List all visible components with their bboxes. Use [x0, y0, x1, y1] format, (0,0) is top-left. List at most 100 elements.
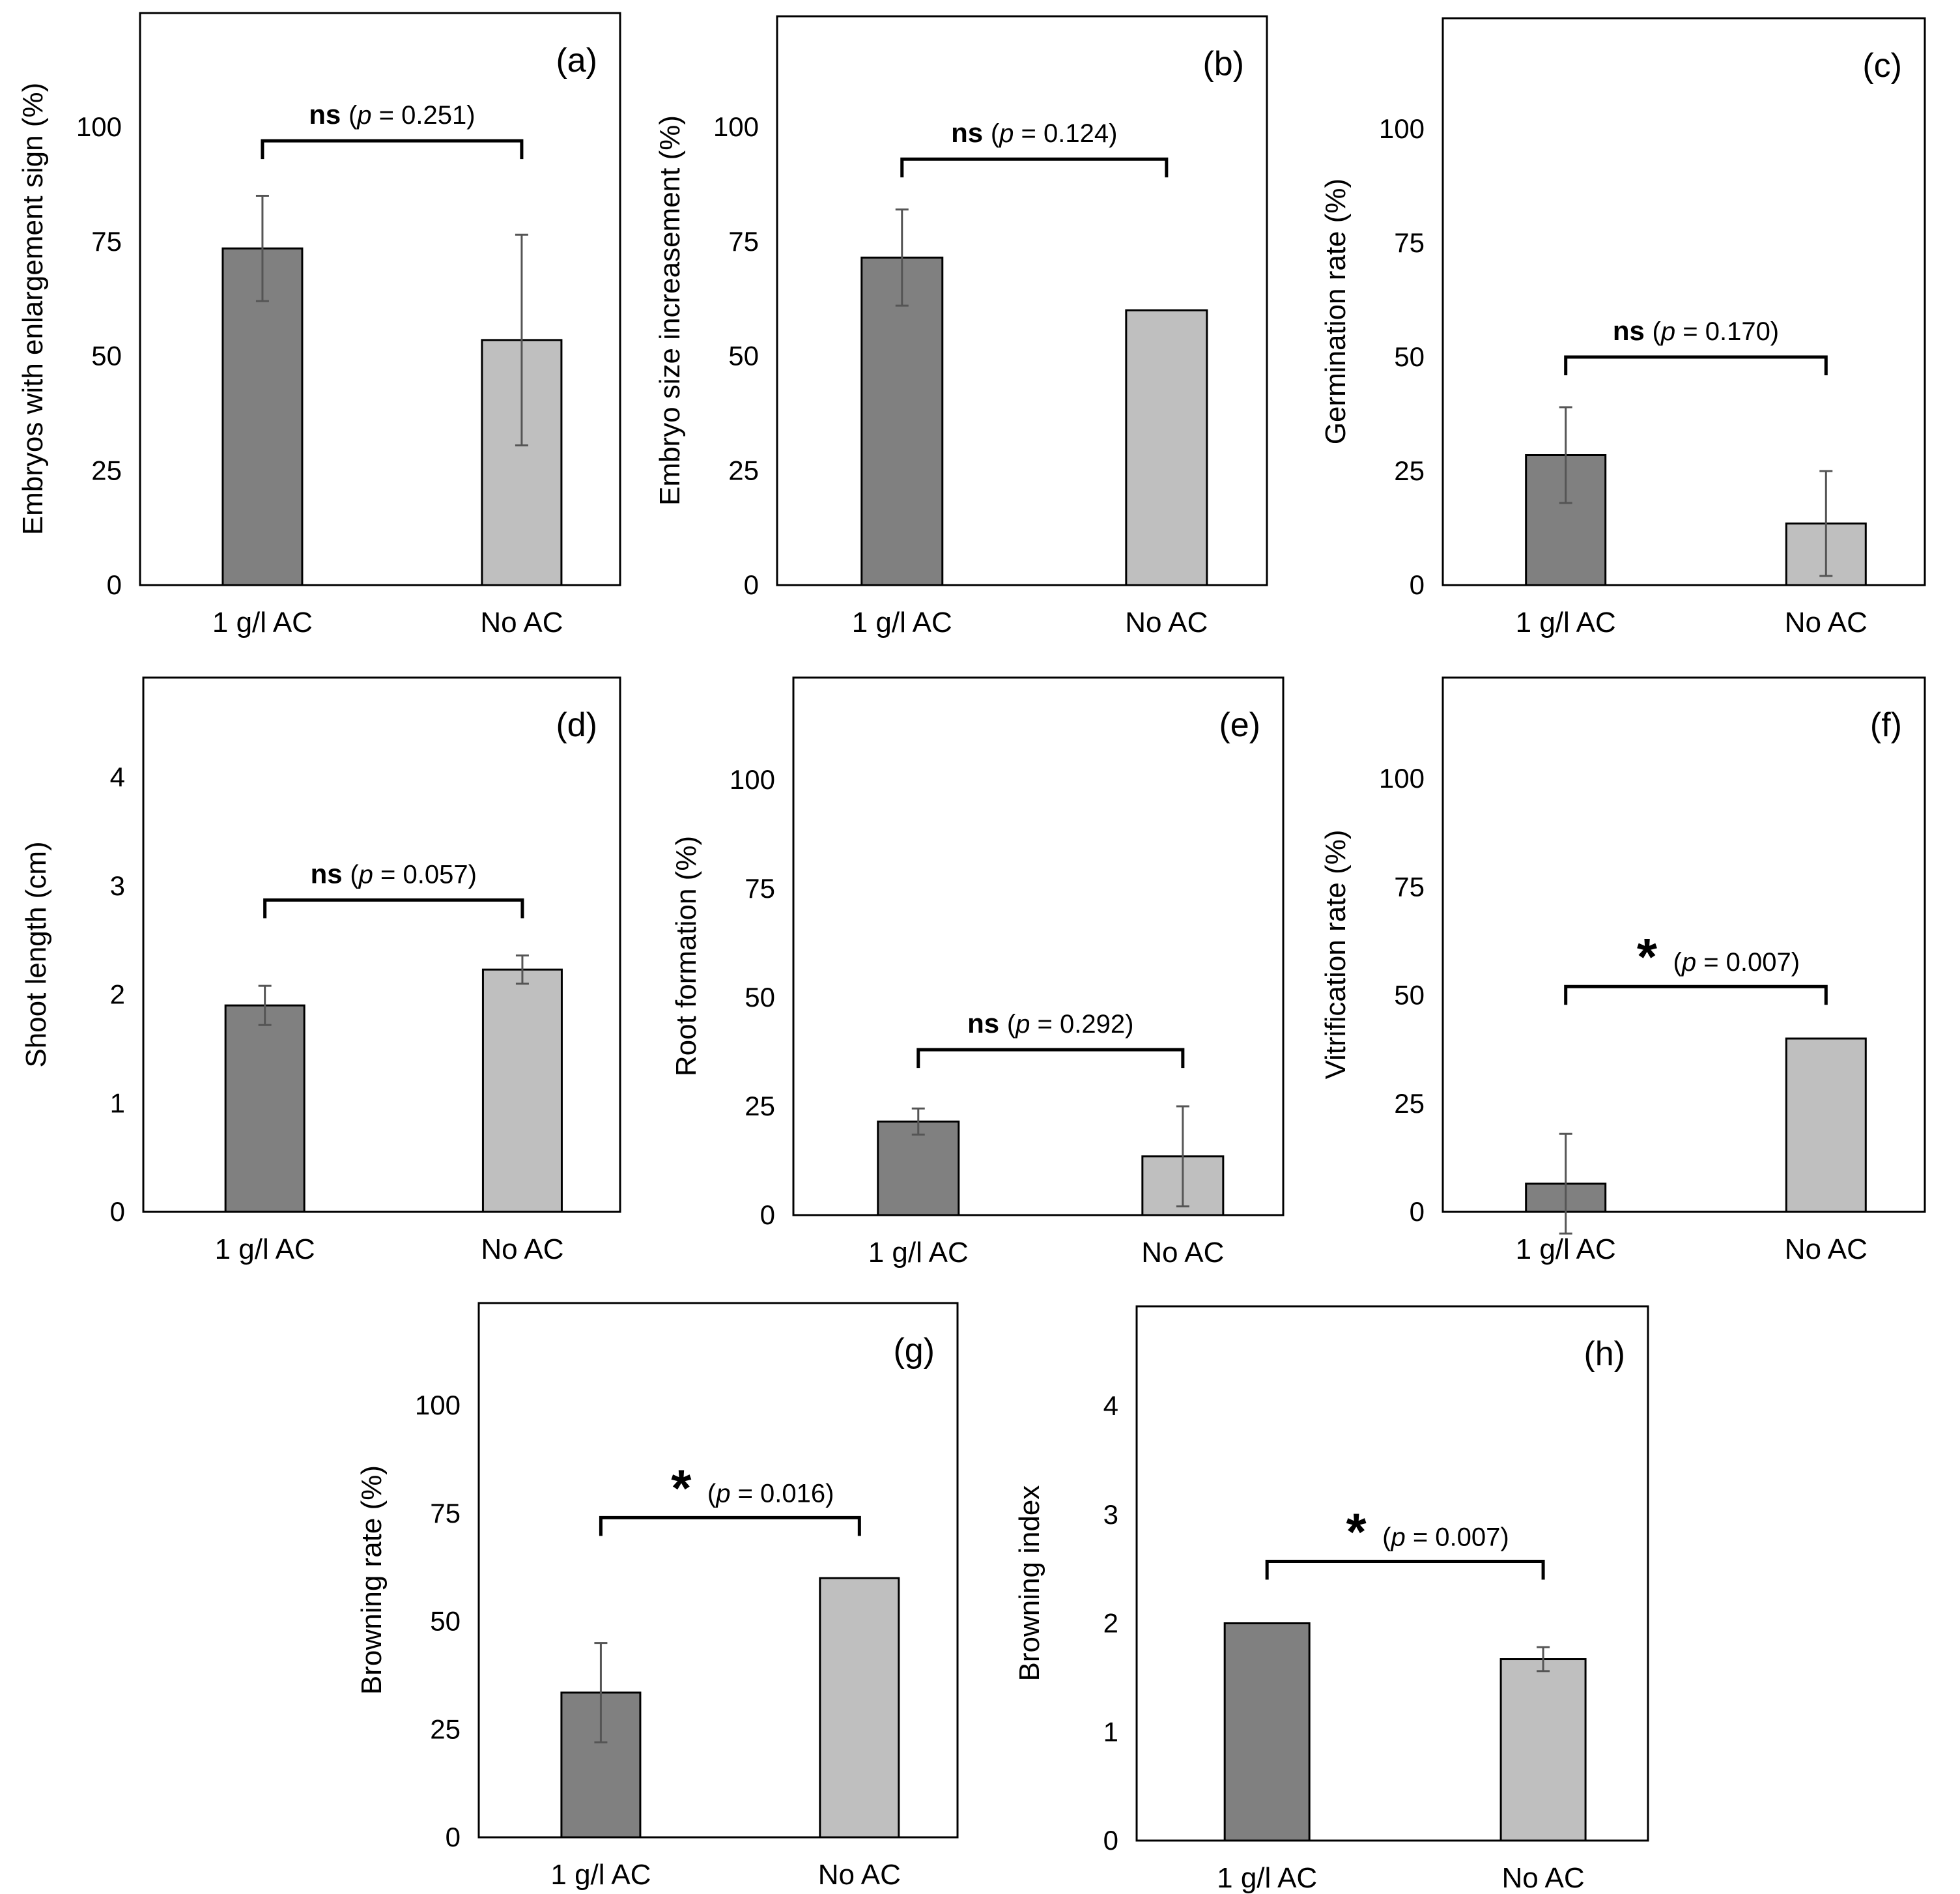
bar-no-ac	[1499, 1658, 1587, 1842]
significance-bracket	[1564, 984, 1828, 1005]
p-value: = 0.124)	[1014, 119, 1117, 148]
y-tick-label: 100	[76, 111, 122, 142]
chart-panel-7: 0 1 2 3 4 1 g/l AC No AC (h) Browning index * (p =…	[1014, 1305, 1649, 1894]
significance-star: *	[1346, 1502, 1367, 1560]
bar-ac	[877, 1120, 960, 1216]
significance-bracket	[599, 1515, 861, 1536]
y-tick-label: 0	[110, 1196, 125, 1227]
y-tick-label: 100	[1379, 113, 1425, 144]
y-axis-label: Germination rate (%)	[1320, 179, 1352, 444]
plot-frame	[1442, 676, 1926, 1213]
significance-annotation: ns (p = 0.170)	[1613, 315, 1779, 346]
significance-mark: ns	[967, 1008, 1007, 1039]
p-italic: p	[1015, 1010, 1030, 1039]
category-label: No AC	[818, 1859, 901, 1891]
y-tick-label: 2	[110, 979, 125, 1010]
y-axis-label: Embryos with enlargement sign (%)	[17, 83, 49, 535]
significance-bracket	[916, 1048, 1185, 1069]
significance-mark: ns	[309, 99, 348, 130]
p-open: (	[1673, 948, 1683, 977]
significance-mark: ns	[951, 117, 991, 148]
significance-annotation: ns (p = 0.251)	[309, 99, 475, 130]
p-italic: p	[999, 119, 1014, 148]
y-tick-label: 3	[110, 870, 125, 901]
panel-label: (b)	[1202, 45, 1244, 83]
y-axis-label: Browning index	[1014, 1485, 1045, 1682]
significance-annotation: ns (p = 0.292)	[967, 1008, 1133, 1039]
y-axis-label: Root formation (%)	[670, 836, 702, 1076]
significance-bracket	[1265, 1559, 1545, 1580]
y-tick-label: 100	[415, 1390, 461, 1420]
y-tick-label: 1	[110, 1087, 125, 1118]
bar-no-ac	[1125, 309, 1208, 586]
category-label: No AC	[1785, 1233, 1868, 1265]
p-italic: p	[358, 860, 373, 889]
y-tick-label: 25	[430, 1714, 461, 1744]
plot-frame	[139, 12, 621, 586]
y-axis-label: Browning rate (%)	[356, 1465, 388, 1695]
y-tick-label: 0	[1410, 569, 1425, 600]
y-axis-label: Vitrification rate (%)	[1320, 829, 1352, 1079]
y-tick-label: 25	[728, 455, 759, 485]
significance-star: *	[671, 1459, 692, 1517]
y-axis-label: Shoot length (cm)	[20, 841, 52, 1067]
significance-annotation: ns (p = 0.124)	[951, 117, 1117, 148]
significance-annotation: (p = 0.016)	[707, 1479, 834, 1508]
chart-panel-6: 0 25 50 75 100 1 g/l AC No AC (g) Browning rate …	[356, 1302, 959, 1891]
significance-mark: ns	[1613, 315, 1653, 346]
y-tick-label: 75	[1394, 227, 1425, 258]
y-tick-label: 50	[430, 1606, 461, 1637]
category-label: No AC	[480, 607, 563, 639]
category-label: No AC	[481, 1233, 563, 1265]
significance-annotation: (p = 0.007)	[1382, 1523, 1509, 1551]
y-tick-label: 50	[728, 341, 759, 371]
y-tick-label: 100	[713, 111, 759, 142]
p-value: = 0.292)	[1030, 1010, 1133, 1039]
p-open: (	[991, 119, 1000, 148]
significance-star: *	[1637, 928, 1658, 986]
category-label: No AC	[1785, 607, 1868, 639]
significance-annotation: ns (p = 0.057)	[311, 858, 477, 889]
p-value: = 0.016)	[730, 1479, 834, 1508]
chart-panel-3: 0 1 2 3 4 1 g/l AC No AC (d) Shoot length (cm) ns…	[20, 676, 621, 1265]
y-tick-label: 25	[1394, 1088, 1425, 1119]
y-tick-label: 4	[110, 762, 125, 792]
significance-bracket	[900, 157, 1169, 178]
y-tick-label: 4	[1103, 1390, 1118, 1421]
p-value: = 0.170)	[1675, 317, 1779, 346]
panel-label: (f)	[1870, 706, 1902, 744]
y-axis-label: Embryo size increasement (%)	[654, 115, 686, 506]
p-italic: p	[1660, 317, 1675, 346]
y-tick-label: 25	[745, 1091, 775, 1121]
significance-bracket	[261, 139, 524, 160]
plot-frame	[477, 1302, 959, 1839]
y-tick-label: 1	[1103, 1716, 1118, 1747]
significance-bracket	[263, 898, 524, 919]
panel-label: (c)	[1862, 47, 1902, 85]
y-tick-label: 75	[91, 226, 122, 257]
p-value: = 0.007)	[1696, 948, 1800, 977]
plot-frame	[776, 15, 1268, 586]
panel-label: (h)	[1584, 1335, 1625, 1373]
p-value: = 0.251)	[372, 101, 476, 130]
p-open: (	[707, 1479, 717, 1508]
category-label: 1 g/l AC	[1516, 607, 1616, 639]
y-tick-label: 75	[430, 1498, 461, 1528]
p-open: (	[1382, 1523, 1391, 1551]
panel-label: (a)	[556, 42, 597, 79]
bar-ac	[860, 256, 944, 586]
category-label: 1 g/l AC	[852, 607, 952, 639]
category-label: 1 g/l AC	[868, 1237, 969, 1269]
y-tick-label: 0	[107, 569, 122, 600]
bar-no-ac	[819, 1577, 900, 1839]
y-tick-label: 100	[1379, 763, 1425, 794]
y-tick-label: 0	[1410, 1196, 1425, 1227]
y-tick-label: 50	[745, 982, 775, 1012]
category-label: 1 g/l AC	[212, 607, 313, 639]
panel-label: (e)	[1219, 706, 1260, 744]
y-tick-label: 0	[744, 569, 759, 600]
y-tick-label: 50	[91, 341, 122, 371]
y-tick-label: 50	[1394, 341, 1425, 372]
panel-label: (d)	[556, 706, 597, 744]
p-italic: p	[715, 1479, 730, 1508]
